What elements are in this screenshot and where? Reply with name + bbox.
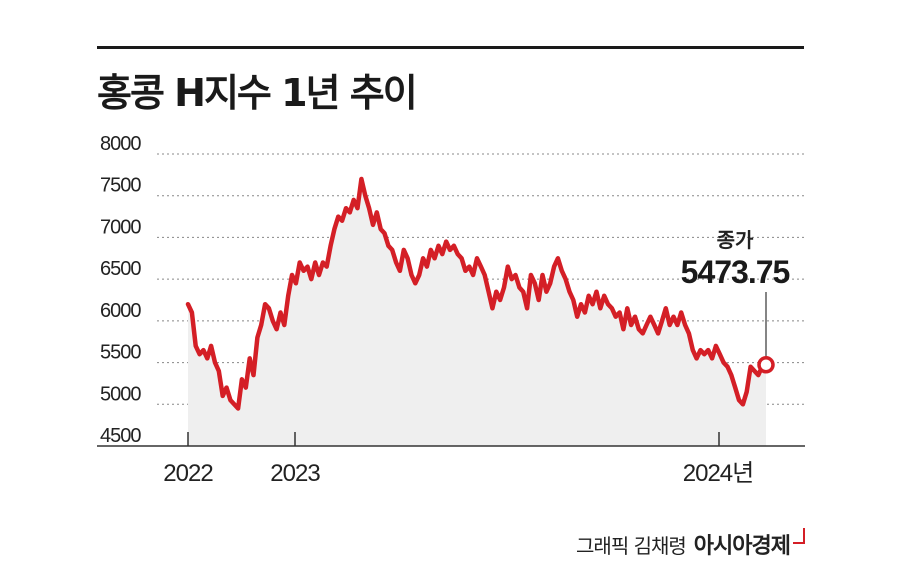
callout-value: 5473.75: [681, 254, 790, 290]
y-tick-label: 5500: [100, 342, 141, 364]
x-tick-label: 2024년: [683, 460, 753, 487]
series-line: [185, 176, 769, 411]
top-rule: [97, 46, 804, 49]
y-tick-label: 6000: [100, 300, 141, 322]
callout-label: 종가: [717, 228, 754, 252]
x-axis-ticks: 2022 2023 2024년: [163, 432, 754, 487]
chart-title: 홍콩 H지수 1년 추이: [97, 71, 418, 115]
y-axis-labels: 8000 7500 7000 6500 6000 5500 5000 4500: [100, 133, 142, 447]
y-tick-label: 7500: [100, 175, 141, 197]
x-tick-label: 2023: [270, 460, 320, 487]
brand-logo-icon: [793, 528, 805, 544]
y-tick-label: 6500: [100, 258, 141, 280]
credit-text: 그래픽 김채령: [576, 534, 687, 558]
last-value-marker: [757, 356, 775, 374]
credit: 그래픽 김채령 아시아경제: [576, 528, 805, 560]
y-tick-label: 5000: [100, 383, 141, 405]
x-tick-label: 2022: [163, 460, 213, 487]
y-tick-label: 4500: [100, 425, 141, 447]
y-tick-label: 8000: [100, 133, 141, 155]
y-tick-label: 7000: [100, 216, 141, 238]
brand-name: 아시아경제: [693, 534, 791, 559]
